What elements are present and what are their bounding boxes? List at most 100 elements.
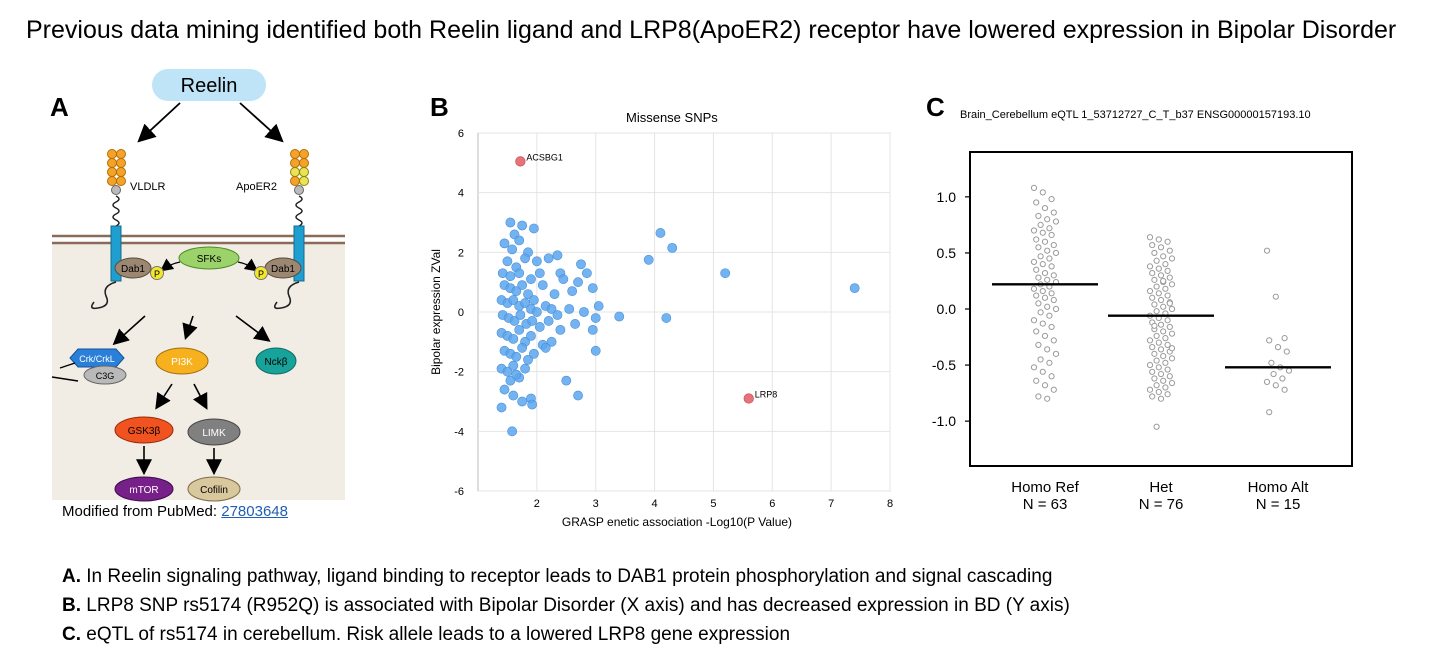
panel-b-chart: 2 3 4 5 6 7 8 6 4 2 0 -2 -4 -6 ACSBG1 LRP8 GRASP eneti… bbox=[429, 128, 893, 529]
panel-c-point bbox=[1048, 323, 1055, 331]
panel-b-point bbox=[643, 254, 654, 265]
panel-c-point bbox=[1162, 335, 1169, 342]
panel-b-point bbox=[511, 369, 522, 380]
panel-b-point bbox=[499, 384, 510, 395]
panel-c-group-name: Het bbox=[1149, 479, 1173, 496]
panel-c-point bbox=[1151, 276, 1158, 283]
panel-b-point bbox=[579, 307, 589, 317]
panel-c-point bbox=[1052, 218, 1060, 225]
c3g-out-line-1 bbox=[51, 376, 79, 382]
panel-b-point bbox=[534, 322, 545, 332]
panel-c-point bbox=[1037, 356, 1044, 363]
caption-b: B. LRP8 SNP rs5174 (R952Q) is associated… bbox=[62, 591, 1070, 620]
panel-c-point bbox=[1155, 388, 1162, 396]
panel-c-point bbox=[1146, 287, 1154, 295]
caption-b-letter: B. bbox=[62, 595, 81, 616]
pubmed-link[interactable]: 27803648 bbox=[221, 503, 288, 520]
panel-b-point bbox=[523, 354, 533, 365]
panel-c-point bbox=[1160, 303, 1167, 310]
panel-c-point bbox=[1041, 270, 1049, 277]
panel-b-point bbox=[520, 253, 530, 264]
panel-b-point bbox=[849, 283, 860, 294]
panel-b-point bbox=[558, 274, 569, 285]
panel-c-point bbox=[1033, 377, 1040, 384]
panel-c-point bbox=[1157, 321, 1165, 328]
panel-b-point bbox=[514, 235, 525, 246]
panel-b-point bbox=[552, 310, 563, 320]
dab1-left-label: Dab1 bbox=[121, 264, 145, 275]
panel-c-point bbox=[1048, 231, 1055, 239]
panel-b-point bbox=[526, 274, 536, 285]
panel-c-point bbox=[1157, 370, 1165, 378]
panel-c-point bbox=[1285, 367, 1293, 374]
panel-c-point bbox=[1153, 357, 1160, 364]
panel-b-point bbox=[527, 399, 538, 410]
panel-c-point bbox=[1168, 379, 1176, 387]
panel-c-point bbox=[1157, 346, 1165, 353]
panel-b-point bbox=[499, 238, 510, 249]
panel-c-point bbox=[1153, 308, 1160, 315]
panel-c-point bbox=[1168, 330, 1176, 337]
panel-c-point bbox=[1035, 300, 1042, 307]
panel-b-point bbox=[537, 280, 548, 291]
panel-c-point bbox=[1151, 249, 1158, 257]
panel-c-point bbox=[1050, 337, 1057, 344]
panel-c-point bbox=[1166, 247, 1173, 254]
caption-a-letter: A. bbox=[62, 566, 81, 587]
panel-c-point bbox=[1037, 309, 1044, 316]
panel-c-point bbox=[1157, 244, 1165, 251]
panel-c-point bbox=[1162, 359, 1169, 366]
panel-c-point bbox=[1041, 294, 1049, 301]
limk-label: LIMK bbox=[202, 428, 226, 439]
panel-c-point bbox=[1030, 285, 1038, 292]
panel-c-point bbox=[1050, 209, 1057, 216]
panel-b-highlighted-points: ACSBG1 LRP8 bbox=[515, 152, 778, 404]
panel-c-point bbox=[1151, 375, 1158, 382]
pi3k-to-limk-arrow bbox=[192, 383, 208, 410]
reelin-label: Reelin bbox=[181, 75, 238, 97]
panel-c-point bbox=[1030, 227, 1038, 234]
panel-c-point bbox=[1146, 337, 1154, 344]
panel-c-point bbox=[1153, 382, 1160, 389]
panel-c-point bbox=[1041, 332, 1049, 340]
panel-c-point bbox=[1149, 393, 1156, 400]
panel-b-point bbox=[661, 313, 672, 323]
panel-c-point bbox=[1033, 292, 1040, 299]
panel-b-point bbox=[502, 366, 513, 377]
reelin-pathway-diagram: Reelin VLDLR ApoER2 SFK bbox=[51, 69, 345, 502]
panel-c-point bbox=[1168, 345, 1176, 352]
cofilin-node bbox=[187, 476, 241, 502]
panel-c-point bbox=[1039, 261, 1046, 268]
panel-c-point bbox=[1168, 305, 1176, 313]
panel-c-ytick: 0.5 bbox=[937, 245, 957, 261]
panel-b-point bbox=[496, 402, 507, 413]
panel-b-highlight-label: LRP8 bbox=[755, 390, 778, 400]
panel-b-point bbox=[507, 244, 518, 255]
panel-b-point bbox=[590, 345, 601, 356]
panel-c-point bbox=[1039, 320, 1046, 327]
panel-c-point bbox=[1155, 265, 1162, 272]
panel-c-point bbox=[1164, 366, 1171, 373]
panel-b-point bbox=[502, 256, 513, 267]
panel-b-point bbox=[526, 330, 536, 341]
panel-b-point bbox=[573, 277, 583, 288]
panel-b-point bbox=[514, 324, 525, 335]
panel-b-point bbox=[511, 351, 522, 362]
panel-c-point bbox=[1041, 204, 1049, 212]
panel-c-point bbox=[1037, 221, 1044, 228]
panel-c-point bbox=[1168, 281, 1176, 288]
panel-c-ytick: -1.0 bbox=[932, 413, 956, 429]
panel-b-xtick: 3 bbox=[593, 498, 599, 510]
panel-b-highlight-point bbox=[743, 393, 754, 404]
panel-c-ytick: 1.0 bbox=[937, 189, 957, 205]
apoer2-label: ApoER2 bbox=[236, 181, 277, 193]
panel-b-highlight-point bbox=[515, 156, 526, 167]
panel-b-xtick: 2 bbox=[534, 498, 540, 510]
mtor-node bbox=[114, 476, 174, 502]
panel-b-point bbox=[515, 310, 526, 320]
panel-c-point bbox=[1268, 359, 1275, 366]
panel-c-point bbox=[1164, 292, 1171, 299]
to-crk-arrow bbox=[112, 315, 146, 346]
panel-c-point bbox=[1050, 272, 1057, 279]
panel-c-point bbox=[1151, 301, 1158, 308]
